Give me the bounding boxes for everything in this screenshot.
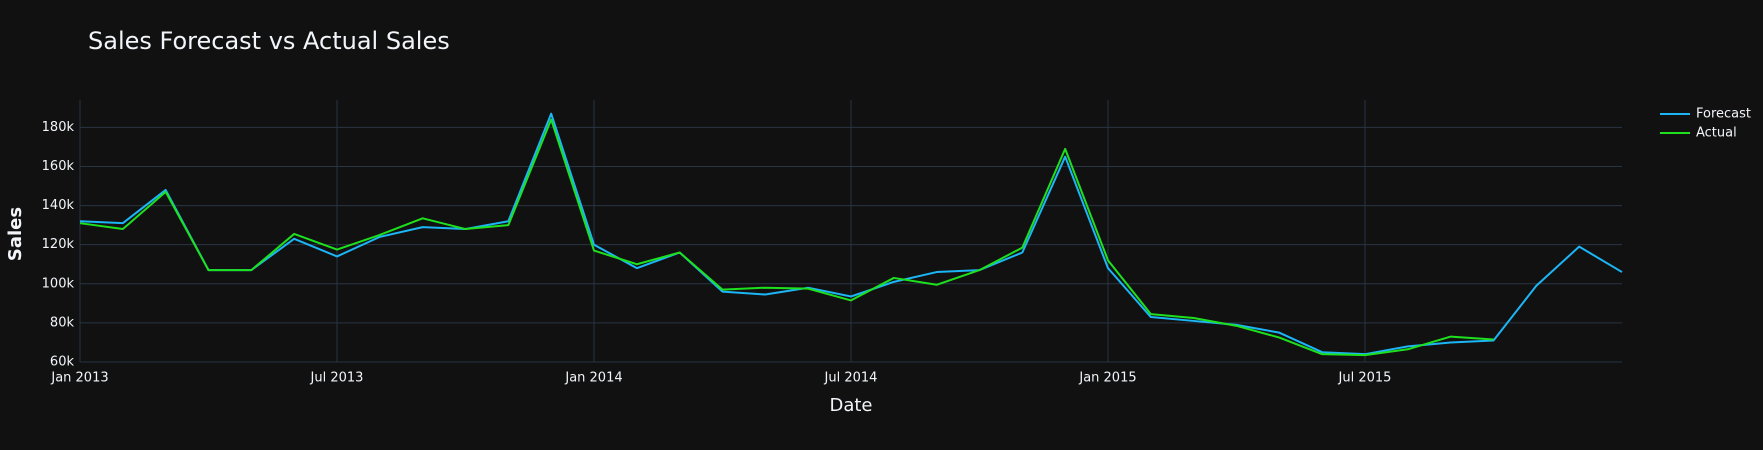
x-tick-label: Jan 2013 [50, 371, 108, 386]
y-axis-title: Sales [5, 207, 26, 261]
y-tick-label: 120k [42, 237, 75, 252]
y-tick-label: 160k [42, 159, 75, 174]
legend-label: Actual [1696, 126, 1737, 141]
y-tick-label: 180k [42, 120, 75, 135]
y-tick-label: 140k [42, 198, 75, 213]
x-tick-label: Jan 2015 [1078, 371, 1136, 386]
x-tick-label: Jul 2013 [310, 371, 364, 386]
y-tick-label: 80k [50, 315, 75, 330]
y-tick-label: 100k [42, 276, 75, 291]
y-tick-label: 60k [50, 355, 75, 370]
line-series [79, 118, 1494, 357]
chart-title: Sales Forecast vs Actual Sales [88, 27, 450, 55]
x-axis-title: Date [829, 395, 872, 416]
x-tick-label: Jul 2015 [1338, 371, 1392, 386]
legend-label: Forecast [1696, 107, 1751, 122]
x-tick-label: Jan 2014 [564, 371, 622, 386]
x-tick-label: Jul 2014 [824, 371, 878, 386]
